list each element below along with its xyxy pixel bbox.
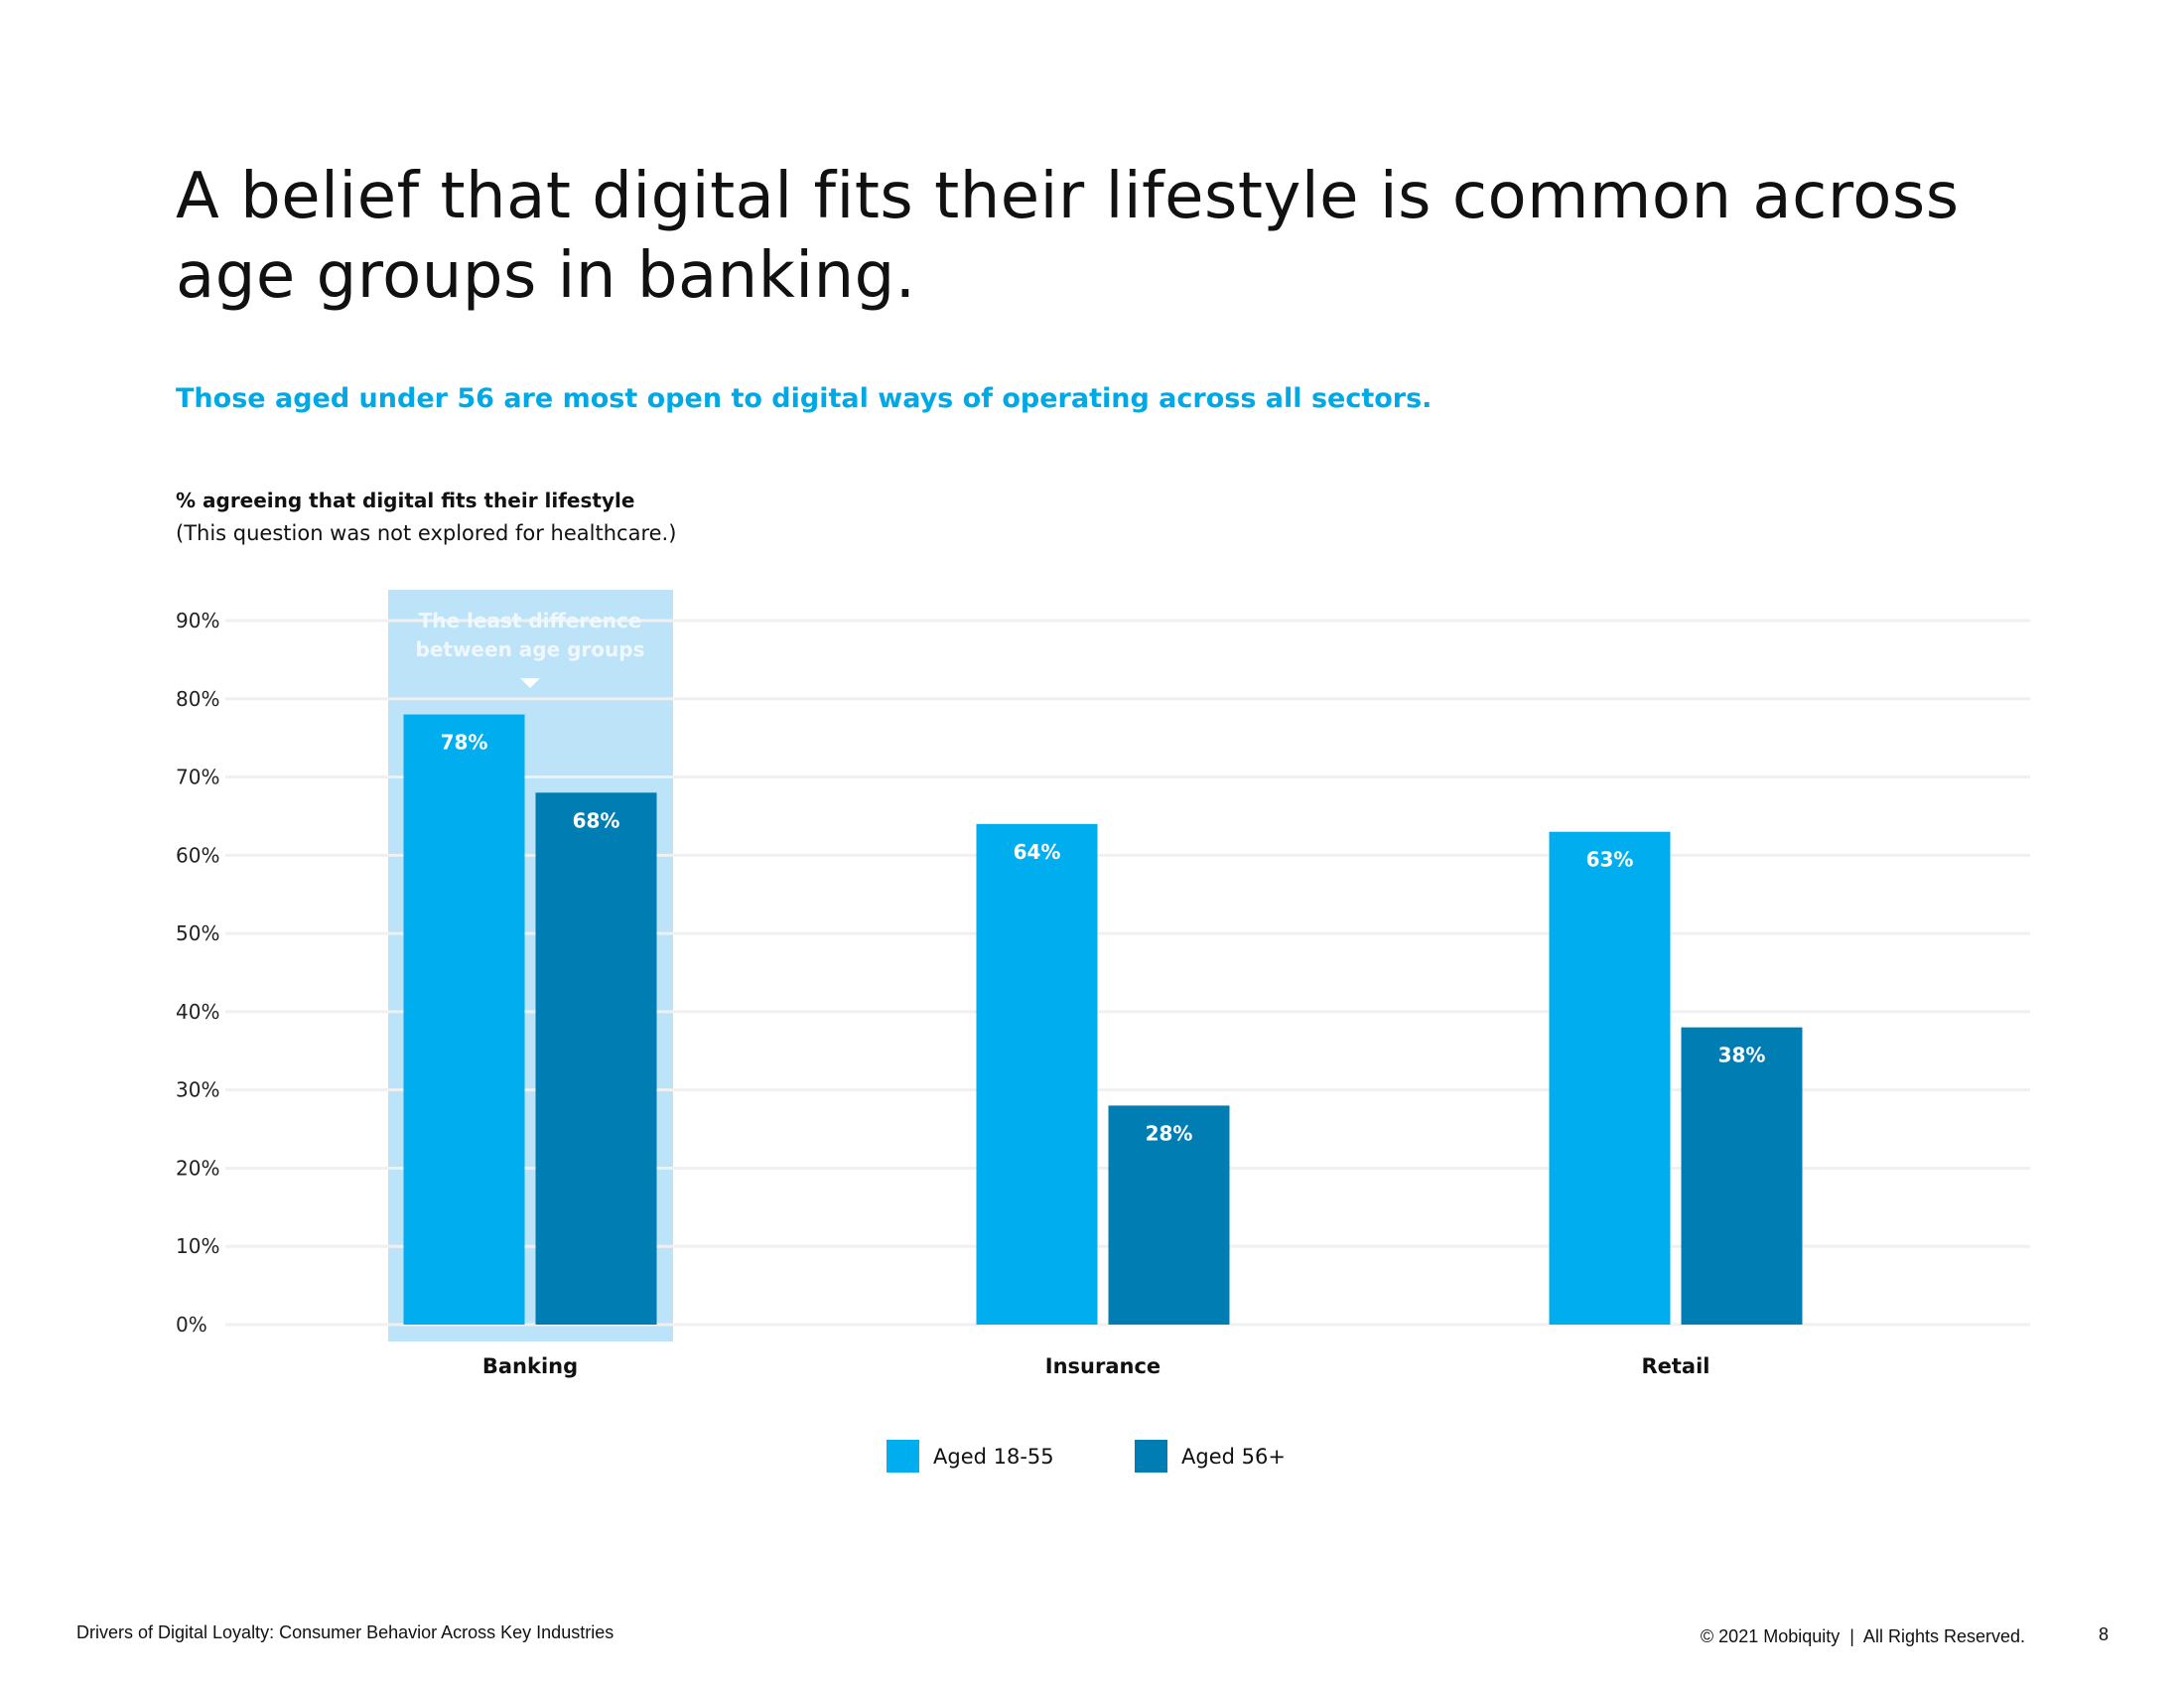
y-tick-label: 60% <box>176 843 219 867</box>
legend-swatch <box>1135 1440 1167 1473</box>
y-tick-label: 20% <box>176 1156 219 1180</box>
data-label: 78% <box>441 731 488 755</box>
data-label: 38% <box>1718 1044 1766 1067</box>
bar-retail-1 <box>1549 831 1671 1325</box>
y-tick-label: 80% <box>176 687 219 711</box>
y-tick-label: 0% <box>176 1313 207 1336</box>
data-label: 28% <box>1146 1121 1193 1145</box>
data-label: 64% <box>1014 840 1061 864</box>
y-tick-label: 90% <box>176 609 219 633</box>
category-label: Banking <box>482 1354 578 1378</box>
y-tick-label: 50% <box>176 921 219 945</box>
page-number: 8 <box>2099 1624 2110 1644</box>
data-label: 68% <box>573 808 620 832</box>
footer-copyright: © 2021 Mobiquity | All Rights Reserved. <box>1700 1626 2025 1646</box>
y-tick-label: 30% <box>176 1078 219 1102</box>
bar-insurance-1 <box>976 823 1098 1325</box>
footer-title: Drivers of Digital Loyalty: Consumer Beh… <box>76 1622 614 1642</box>
bar-retail-2 <box>1681 1027 1803 1325</box>
legend-swatch <box>887 1440 919 1473</box>
chart-label: % agreeing that digital fits their lifes… <box>176 489 635 512</box>
page-title: A belief that digital fits their lifesty… <box>176 160 1960 313</box>
bar-banking-2 <box>535 792 657 1325</box>
legend-label: Aged 18-55 <box>933 1445 1054 1469</box>
legend-label: Aged 56+ <box>1181 1445 1286 1469</box>
page-subtitle: Those aged under 56 are most open to dig… <box>176 383 1433 414</box>
y-tick-label: 40% <box>176 1000 219 1024</box>
category-label: Insurance <box>1045 1354 1160 1378</box>
annotation-text: between age groups <box>416 637 645 661</box>
category-label: Retail <box>1641 1354 1709 1378</box>
annotation-arrow-icon <box>520 678 540 688</box>
y-tick-label: 70% <box>176 766 219 789</box>
chart-note: (This question was not explored for heal… <box>176 521 677 545</box>
annotation-text: The least difference <box>419 609 642 633</box>
data-label: 63% <box>1586 848 1634 872</box>
bar-banking-1 <box>403 714 525 1325</box>
bar-insurance-2 <box>1108 1105 1230 1325</box>
y-tick-label: 10% <box>176 1234 219 1258</box>
